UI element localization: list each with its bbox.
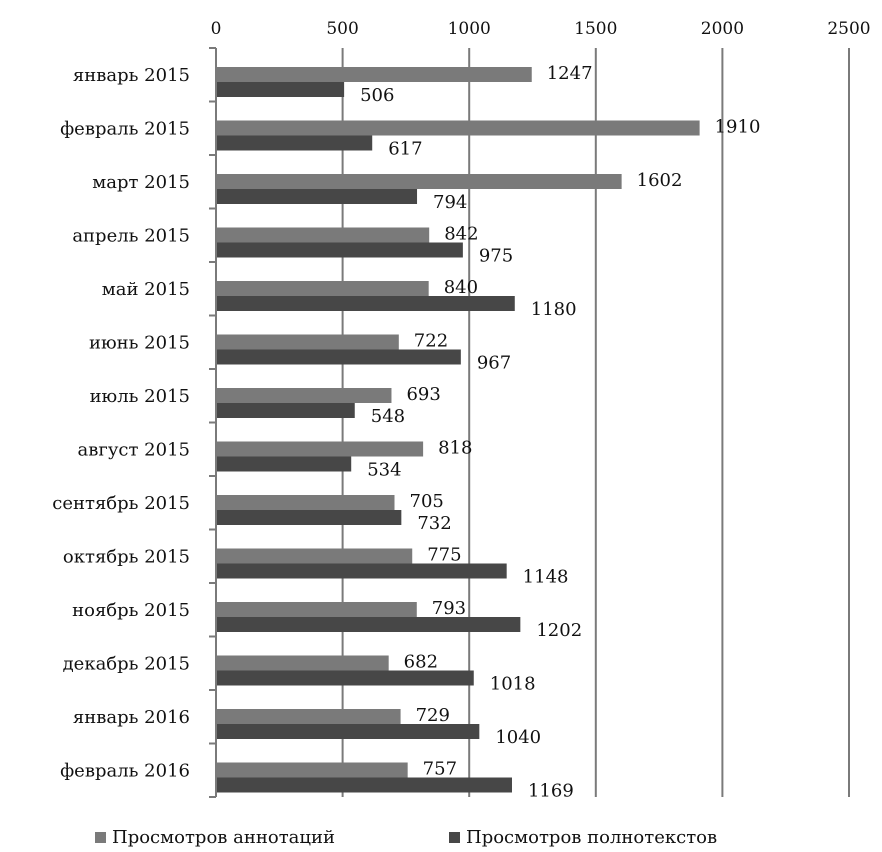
category-label: январь 2016 [73,707,190,728]
data-label-annotations: 840 [444,277,478,298]
category-label: май 2015 [102,279,190,300]
bar-fulltexts [216,510,402,525]
y-axis [209,47,217,798]
data-label-annotations: 705 [410,491,444,512]
bar-annotations [216,388,392,403]
bar-annotations [216,709,401,724]
data-label-annotations: 1602 [637,170,683,191]
category-label: октябрь 2015 [63,546,190,567]
category-labels: январь 2015 февраль 2015 март 2015 апрель 2… [52,65,190,782]
data-label-fulltexts: 1180 [531,299,577,320]
bar-annotations [216,548,413,564]
data-label-annotations: 682 [404,652,438,673]
data-label-fulltexts: 1018 [490,674,536,695]
data-label-fulltexts: 732 [417,513,451,534]
bar-fulltexts [216,349,461,365]
bar-fulltexts [216,82,345,97]
category-label: август 2015 [78,439,190,460]
data-label-annotations: 793 [432,598,466,619]
data-label-fulltexts: 1148 [523,567,569,588]
legend-swatch [95,832,106,843]
data-label-fulltexts: 506 [360,85,394,106]
data-label-annotations: 693 [406,384,440,405]
bar-fulltexts [216,563,507,579]
bar-annotations [216,281,429,296]
category-label: февраль 2016 [60,760,190,781]
data-label-fulltexts: 967 [477,353,511,374]
legend-label: Просмотров аннотаций [112,827,335,848]
category-label: сентябрь 2015 [52,493,190,514]
category-label: ноябрь 2015 [72,600,190,621]
x-tick-label: 1000 [448,19,491,39]
bar-annotations [216,602,417,617]
data-label-fulltexts: 617 [388,139,422,160]
bar-fulltexts [216,403,355,418]
legend-label: Просмотров полнотекстов [466,827,717,848]
bar-fulltexts [216,456,352,472]
data-label-annotations: 757 [423,759,457,780]
x-tick-label: 1500 [574,19,617,39]
category-label: июль 2015 [90,386,190,407]
bar-annotations [216,762,408,778]
category-label: март 2015 [92,172,190,193]
bar-annotations [216,441,424,457]
bar-annotations [216,67,532,82]
bar-fulltexts [216,670,474,686]
bar-fulltexts [216,189,418,204]
data-label-annotations: 1910 [715,117,761,138]
x-tick-label: 500 [326,19,358,39]
category-label: февраль 2015 [60,118,190,139]
x-tick-label: 2500 [827,19,870,39]
bar-annotations [216,227,430,243]
data-label-annotations: 842 [444,224,478,245]
data-label-fulltexts: 1202 [536,620,582,641]
data-label-fulltexts: 1040 [495,727,541,748]
x-tick-label: 0 [211,19,222,39]
bar-annotations [216,495,395,510]
bar-fulltexts [216,724,480,739]
category-label: апрель 2015 [72,225,190,246]
bar-annotations [216,334,399,350]
category-label: январь 2015 [73,65,190,86]
bar-fulltexts [216,617,521,632]
data-label-annotations: 1247 [547,63,593,84]
bar-fulltexts [216,242,463,258]
data-label-fulltexts: 1169 [528,781,574,802]
bar-annotations [216,120,700,136]
bars [216,67,700,793]
bar-fulltexts [216,135,373,151]
data-label-annotations: 729 [416,705,450,726]
data-label-fulltexts: 548 [371,406,405,427]
category-label: июнь 2015 [89,332,190,353]
data-label-annotations: 775 [427,545,461,566]
data-label-annotations: 722 [414,331,448,352]
legend: Просмотров аннотаций Просмотров полнотекс… [95,827,717,848]
x-axis-ticks: 0 500 1000 1500 2000 2500 [211,19,871,39]
bar-annotations [216,174,622,189]
data-label-fulltexts: 794 [433,192,467,213]
category-label: декабрь 2015 [63,653,190,674]
bar-fulltexts [216,777,512,793]
data-label-annotations: 818 [438,438,472,459]
bar-annotations [216,655,389,671]
bar-fulltexts [216,296,515,311]
data-label-fulltexts: 975 [479,246,513,267]
data-label-fulltexts: 534 [367,460,401,481]
legend-swatch [449,832,460,843]
x-tick-label: 2000 [701,19,744,39]
